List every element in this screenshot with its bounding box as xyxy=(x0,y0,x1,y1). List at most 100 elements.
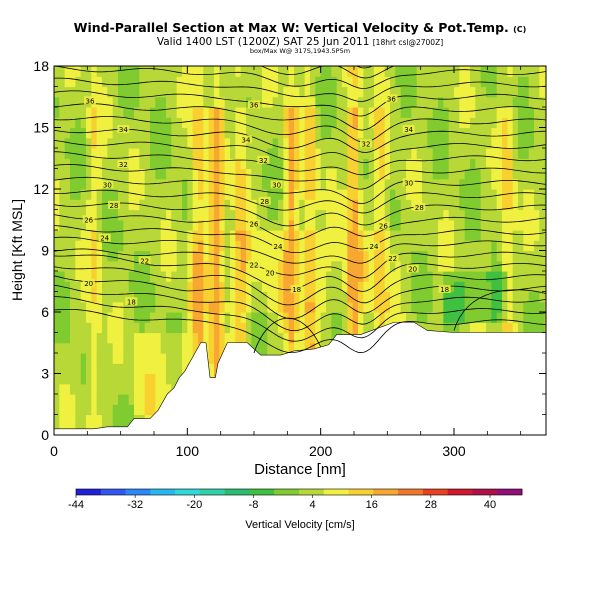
field-cell xyxy=(171,250,178,262)
field-cell xyxy=(528,271,535,282)
y-tick-label: 12 xyxy=(33,181,49,197)
field-cell xyxy=(352,271,359,282)
field-cell xyxy=(294,291,300,303)
field-cell xyxy=(448,107,455,118)
theta-label-text: 30 xyxy=(272,181,281,189)
field-cell xyxy=(358,86,364,98)
field-cell xyxy=(176,342,183,354)
field-cell xyxy=(384,312,391,323)
field-cell xyxy=(443,240,450,252)
field-cell xyxy=(347,230,354,241)
field-cell xyxy=(480,107,487,118)
field-cell xyxy=(416,96,423,108)
field-cell xyxy=(128,260,135,272)
field-cell xyxy=(219,240,226,252)
field-cell xyxy=(528,199,535,211)
field-cell xyxy=(518,301,524,313)
field-cell xyxy=(240,66,247,77)
field-cell xyxy=(134,353,140,364)
field-cell xyxy=(352,281,359,293)
field-cell xyxy=(91,219,98,231)
field-cell xyxy=(363,291,370,303)
field-cell xyxy=(262,178,268,190)
field-cell xyxy=(240,127,247,139)
field-cell xyxy=(502,209,508,221)
field-cell xyxy=(416,260,423,272)
field-cell xyxy=(454,189,460,200)
field-cell xyxy=(459,240,466,252)
field-cell xyxy=(422,86,428,98)
field-cell xyxy=(102,332,108,344)
field-cell xyxy=(294,178,300,190)
field-cell xyxy=(251,322,258,334)
colorbar-tick-label: 40 xyxy=(484,499,496,511)
field-cell xyxy=(443,301,450,313)
field-cell xyxy=(539,271,546,282)
field-cell xyxy=(427,117,434,129)
field-cell xyxy=(512,199,519,211)
field-cell xyxy=(155,312,162,323)
field-cell xyxy=(176,250,183,262)
field-cell xyxy=(96,281,103,293)
field-cell xyxy=(96,404,103,416)
field-cell xyxy=(288,209,295,221)
field-cell xyxy=(160,158,167,170)
field-cell xyxy=(155,363,162,375)
field-cell xyxy=(208,168,215,180)
field-cell xyxy=(454,219,460,231)
field-cell xyxy=(118,281,124,293)
field-cell xyxy=(480,301,487,313)
theta-label-text: 34 xyxy=(404,126,413,134)
theta-label-bg xyxy=(248,100,260,109)
colorbar-tick-label: -20 xyxy=(186,499,202,511)
field-cell xyxy=(139,86,146,98)
field-cell xyxy=(208,312,215,323)
field-cell xyxy=(496,148,503,159)
field-cell xyxy=(176,291,183,303)
field-cell xyxy=(262,250,268,262)
field-cell xyxy=(80,342,87,354)
field-cell xyxy=(59,209,66,221)
field-cell xyxy=(411,219,418,231)
field-cell xyxy=(352,127,359,139)
theta-label-bg xyxy=(248,219,260,228)
field-cell xyxy=(86,178,92,190)
field-cell xyxy=(352,117,359,129)
field-cell xyxy=(507,281,514,293)
field-cell xyxy=(390,86,396,98)
field-cell xyxy=(267,209,274,221)
field-cell xyxy=(214,301,220,313)
field-cell xyxy=(107,383,114,395)
field-cell xyxy=(422,219,428,231)
field-cell xyxy=(486,96,492,108)
field-cell xyxy=(352,199,359,211)
field-cell xyxy=(272,158,279,170)
field-cell xyxy=(219,260,226,272)
field-cell xyxy=(107,322,114,334)
field-cell xyxy=(342,230,348,241)
field-cell xyxy=(374,137,380,149)
theta-label: 36 xyxy=(248,100,260,109)
field-cell xyxy=(176,178,183,190)
field-cell xyxy=(326,168,332,180)
field-cell xyxy=(112,271,119,282)
field-cell xyxy=(374,322,380,334)
field-cell xyxy=(214,332,220,344)
field-cell xyxy=(288,342,295,354)
field-cell xyxy=(486,291,492,303)
field-cell xyxy=(187,76,194,88)
field-cell xyxy=(331,209,338,221)
field-cell xyxy=(331,199,338,211)
field-cell xyxy=(219,219,226,231)
field-cell xyxy=(326,117,332,129)
field-cell xyxy=(203,271,210,282)
field-cell xyxy=(166,219,172,231)
field-cell xyxy=(80,301,87,313)
field-cell xyxy=(224,148,231,159)
theta-label: 34 xyxy=(402,125,415,134)
field-cell xyxy=(379,291,386,303)
field-cell xyxy=(326,96,332,108)
field-cell xyxy=(454,301,460,313)
field-cell xyxy=(534,168,540,180)
field-cell xyxy=(470,271,476,282)
